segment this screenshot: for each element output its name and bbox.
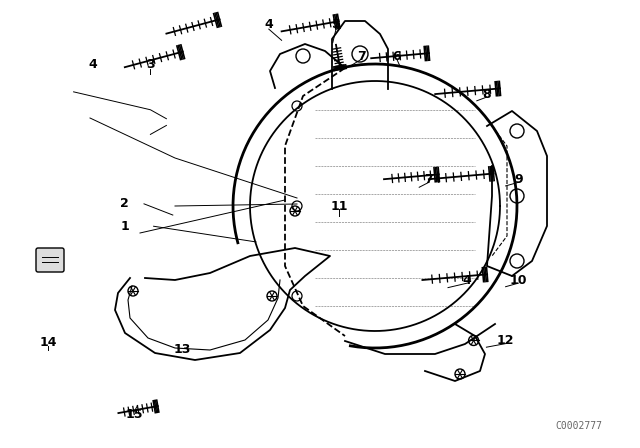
Text: 7: 7 xyxy=(424,172,433,186)
Text: 13: 13 xyxy=(173,343,191,356)
Text: 4: 4 xyxy=(88,58,97,72)
Text: 12: 12 xyxy=(497,334,515,347)
Text: 3: 3 xyxy=(146,58,155,72)
Text: 6: 6 xyxy=(392,49,401,63)
FancyBboxPatch shape xyxy=(36,248,64,272)
Text: 8: 8 xyxy=(482,87,491,101)
Text: 2: 2 xyxy=(120,197,129,211)
Text: 4: 4 xyxy=(264,18,273,31)
Text: 15: 15 xyxy=(125,408,143,421)
Text: C0002777: C0002777 xyxy=(556,422,603,431)
Text: 7: 7 xyxy=(357,49,366,63)
Text: 1: 1 xyxy=(120,220,129,233)
Text: 4: 4 xyxy=(463,273,472,287)
Text: 10: 10 xyxy=(509,273,527,287)
Text: 9: 9 xyxy=(514,172,523,186)
Text: 11: 11 xyxy=(330,199,348,213)
Text: 5: 5 xyxy=(332,18,340,31)
Text: 14: 14 xyxy=(39,336,57,349)
